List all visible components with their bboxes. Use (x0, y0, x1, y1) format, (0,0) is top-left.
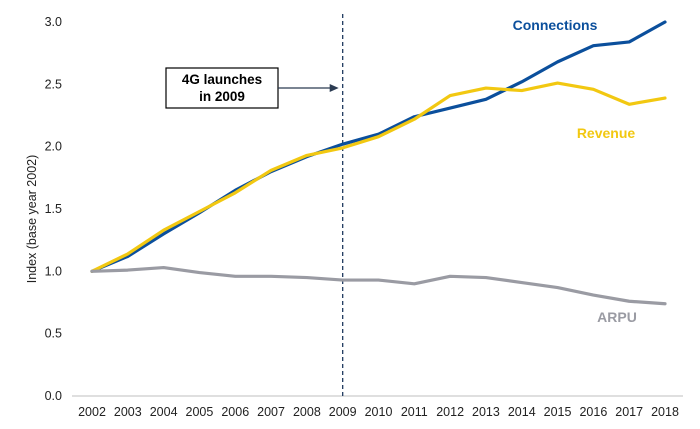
x-tick-label: 2017 (615, 405, 643, 419)
series-label-connections: Connections (513, 17, 598, 33)
x-tick-label: 2011 (401, 405, 428, 419)
x-tick-label: 2008 (293, 405, 321, 419)
y-tick-label: 1.5 (45, 202, 62, 216)
x-axis-ticks: 2002 2003 2004 2005 2006 2007 2008 2009 2010 2011… (78, 405, 679, 419)
y-tick-label: 1.0 (45, 264, 62, 278)
x-tick-label: 2009 (329, 405, 357, 419)
x-tick-label: 2013 (472, 405, 500, 419)
annotation-box (165, 67, 279, 109)
x-tick-label: 2003 (114, 405, 142, 419)
y-tick-label: 0.5 (45, 327, 62, 341)
x-tick-label: 2014 (508, 405, 536, 419)
series-line-arpu (90, 265, 667, 306)
x-tick-label: 2007 (257, 405, 285, 419)
y-axis-title: Index (base year 2002) (25, 155, 39, 284)
series-label-arpu: ARPU (597, 309, 637, 325)
y-axis-ticks: 0.0 0.5 1.0 1.5 2.0 2.5 3.0 (45, 15, 62, 403)
y-tick-label: 3.0 (45, 15, 62, 29)
x-tick-label: 2018 (651, 405, 679, 419)
series-line-revenue (90, 81, 667, 273)
series-label-revenue: Revenue (577, 125, 636, 141)
x-tick-label: 2015 (544, 405, 572, 419)
x-tick-label: 2005 (186, 405, 214, 419)
x-tick-label: 2016 (579, 405, 607, 419)
series-line-connections (90, 20, 667, 273)
y-tick-label: 2.5 (45, 77, 62, 91)
x-tick-label: 2004 (150, 405, 178, 419)
y-tick-label: 2.0 (45, 140, 62, 154)
x-tick-label: 2006 (221, 405, 249, 419)
4g-launch-annotation: 4G launches in 2009 (165, 67, 339, 109)
x-tick-label: 2012 (436, 405, 464, 419)
annotation-text-line1: 4G launches (182, 72, 262, 87)
x-tick-label: 2010 (365, 405, 393, 419)
annotation-arrowhead (329, 84, 339, 92)
x-tick-label: 2002 (78, 405, 106, 419)
series-lines (90, 20, 667, 306)
annotation-text-line2: in 2009 (199, 89, 245, 104)
y-tick-label: 0.0 (45, 389, 62, 403)
series-labels: Connections Revenue ARPU (513, 17, 637, 325)
